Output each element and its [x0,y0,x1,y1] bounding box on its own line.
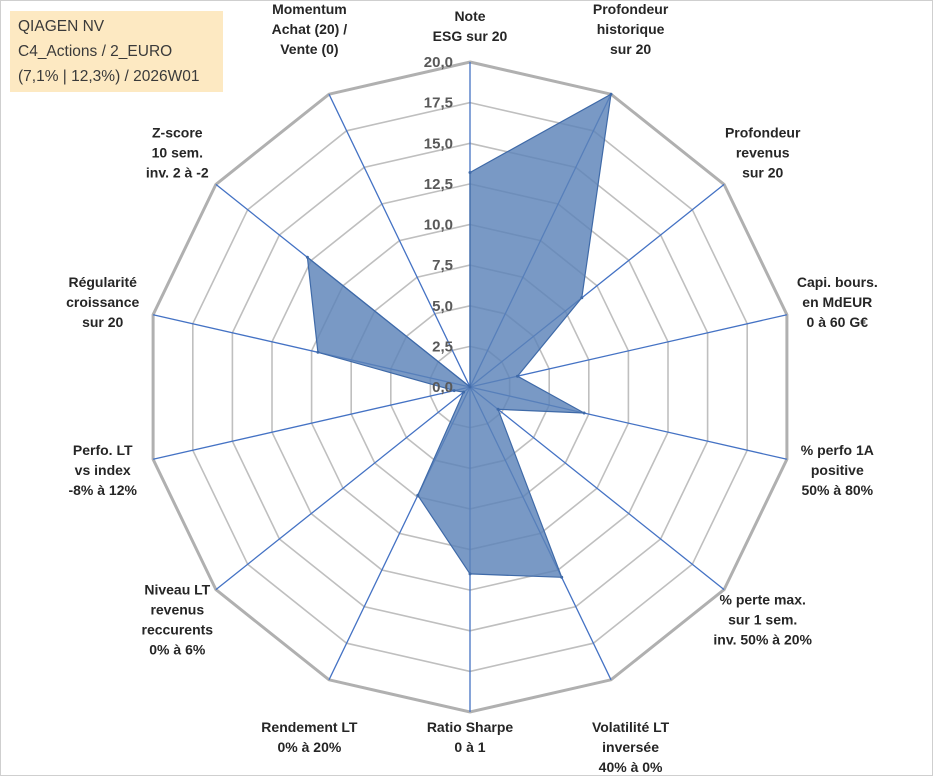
data-point-14 [468,385,472,389]
axis-spoke-10 [215,386,471,591]
company-name: QIAGEN NV [18,18,105,35]
axis-label-14: Momentum Achat (20) / Vente (0) [272,1,348,57]
tick-label: 10,0 [424,217,453,234]
axis-label-1: Note ESG sur 20 [433,8,508,44]
axis-spoke-4 [469,314,788,388]
data-point-9 [416,493,420,497]
data-point-12 [316,350,320,354]
data-point-11 [452,389,456,393]
category-label: C4_Actions / 2_EURO [18,43,173,60]
axis-label-13: Z-score 10 sem. inv. 2 à -2 [146,125,209,181]
axis-label-3: Profondeur revenus sur 20 [725,125,801,181]
axis-spoke-11 [152,386,471,460]
axis-label-11: Perfo. LT vs index -8% à 12% [68,442,137,498]
axis-label-9: Rendement LT 0% à 20% [261,719,358,755]
info-box: QIAGEN NV C4_Actions / 2_EURO (7,1% | 12… [10,11,223,92]
axis-label-10: Niveau LT revenus reccurents 0% à 6% [142,581,214,657]
data-point-7 [560,575,564,579]
axis-label-2: Profondeur historique sur 20 [593,1,669,57]
tick-label: 17,5 [424,95,453,112]
axis-label-layer: Note ESG sur 20 Profondeur historique sur 20… [66,1,878,775]
tick-label-layer: 0,0 2,5 5,0 7,5 10,0 12,5 15,0 17,5 20,0 [424,54,453,396]
tick-label: 12,5 [424,176,453,193]
tick-label: 20,0 [424,54,453,71]
data-point-13 [305,255,309,259]
axis-label-7: Volatilité LT inversée 40% à 0% [592,719,670,775]
series-layer [305,92,613,579]
axis-label-8: Ratio Sharpe 0 à 1 [427,719,514,755]
data-point-10 [462,390,466,394]
data-point-1 [468,171,472,174]
tick-label: 2,5 [432,338,453,355]
tick-label: 5,0 [432,298,453,315]
data-point-8 [468,572,472,576]
data-point-5 [582,411,586,415]
data-point-6 [496,407,500,411]
data-point-3 [580,296,584,300]
axis-label-6: % perte max. sur 1 sem. inv. 50% à 20% [713,591,812,647]
data-series-area [306,93,612,578]
data-point-4 [516,374,519,378]
tick-label: 7,5 [432,257,453,274]
axis-spoke-6 [469,386,725,591]
stats-label: (7,1% | 12,3%) / 2026W01 [18,68,200,85]
axis-label-12: Régularité croissance sur 20 [66,274,139,330]
tick-label: 0,0 [432,379,453,396]
tick-label: 15,0 [424,135,453,152]
axis-label-4: Capi. bours. en MdEUR 0 à 60 G€ [797,274,878,330]
axis-label-5: % perfo 1A positive 50% à 80% [801,442,874,498]
axis-spoke-14 [328,93,471,388]
data-point-2 [609,92,613,96]
